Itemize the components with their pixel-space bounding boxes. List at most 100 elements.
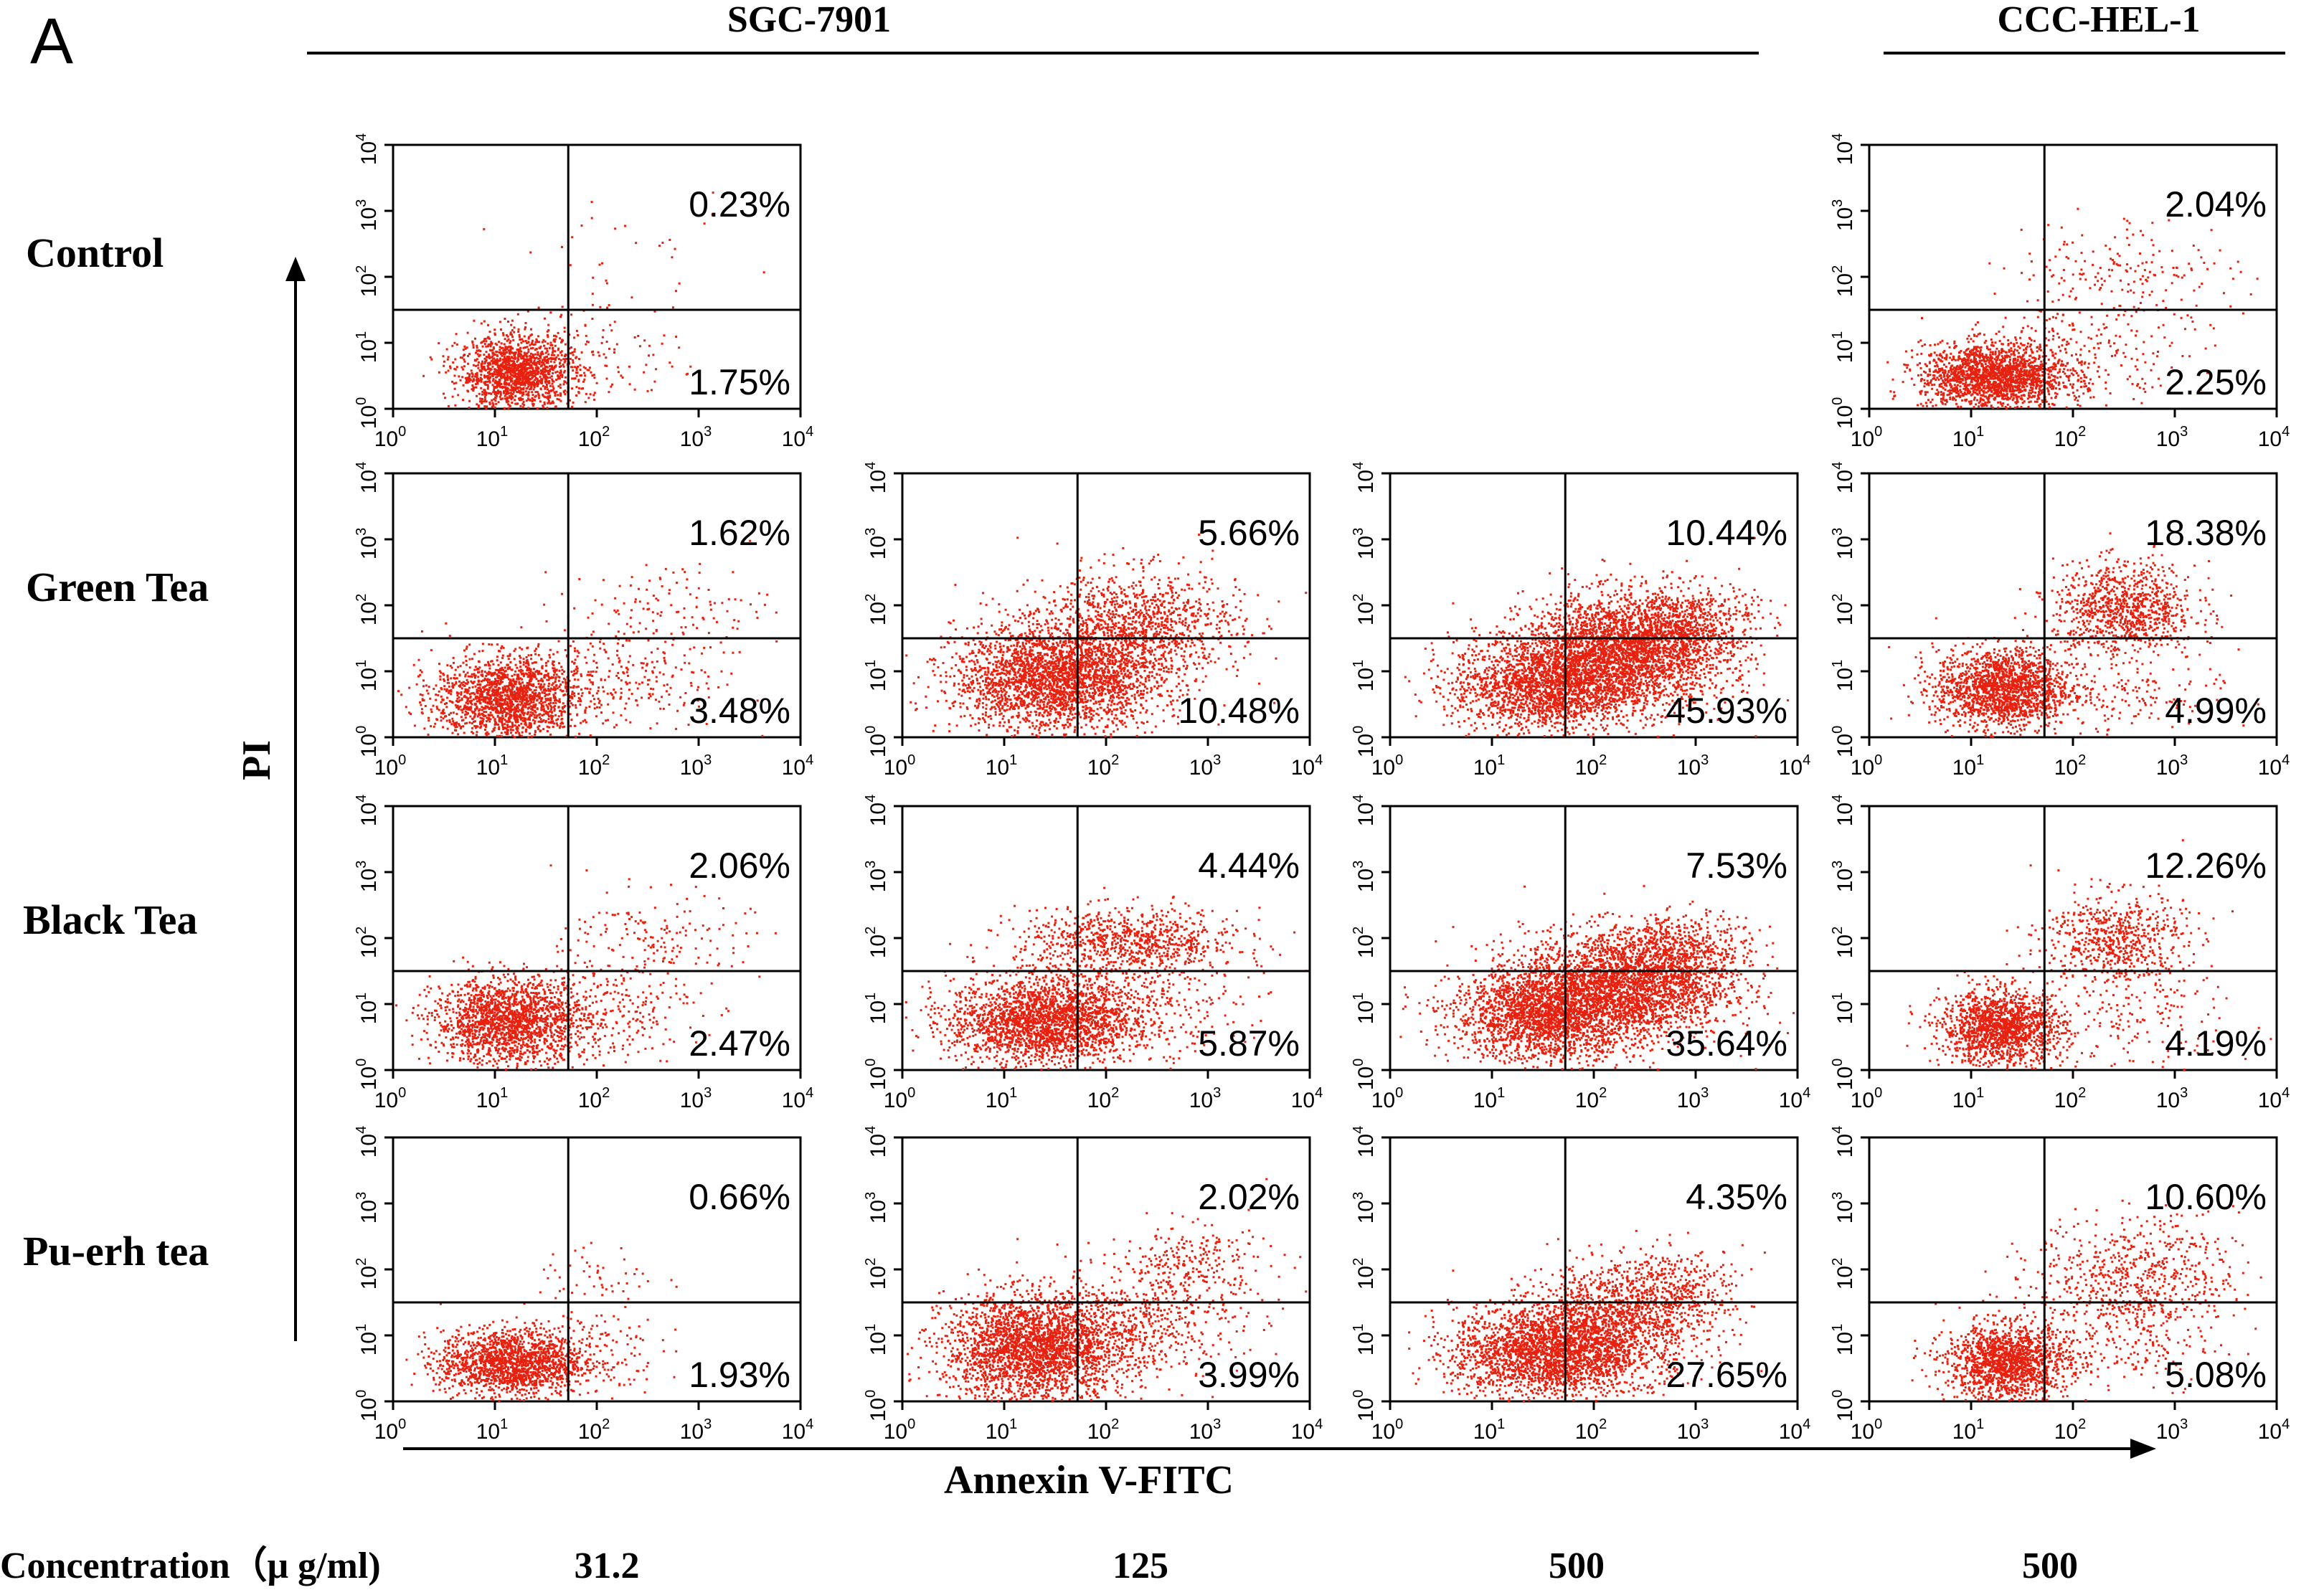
lower-right-percentage: 1.75% [689,362,790,402]
x-tick-label: 103 [1189,752,1222,780]
x-tick-label: 100 [374,1416,407,1444]
y-tick-label: 104 [354,133,381,166]
x-tick-label: 102 [578,752,610,780]
concentration-value-col1: 31.2 [575,1546,640,1586]
lower-right-percentage: 4.19% [2165,1023,2267,1064]
x-tick-label: 102 [1087,752,1120,780]
scatter-panel-pu-erh-tea-sgc-7901-500: 100 101 102 103 104 100 101 102 103 104 4.35% 27.65… [1351,1126,1810,1444]
x-tick-label: 102 [1575,1085,1607,1112]
upper-right-percentage: 2.06% [689,846,790,886]
y-tick-label: 101 [354,331,381,364]
x-tick-label: 100 [1371,752,1404,780]
upper-right-percentage: 10.44% [1666,513,1787,553]
x-tick-label: 103 [680,1416,712,1444]
scatter-dots [395,864,777,1071]
scatter-dots [904,886,1308,1071]
upper-right-percentage: 1.62% [689,513,790,553]
y-tick-label: 103 [354,199,381,232]
x-tick-label: 103 [680,1085,712,1112]
y-tick-label: 104 [863,462,890,494]
y-tick-label: 102 [354,594,381,626]
y-tick-label: 103 [863,861,890,893]
x-tick-label: 101 [1473,1416,1506,1444]
y-tick-label: 101 [863,660,890,692]
y-tick-label: 103 [354,861,381,893]
lower-right-percentage: 10.48% [1178,691,1300,731]
y-tick-label: 103 [1351,528,1378,560]
x-tick-label: 101 [1952,752,1985,780]
upper-right-percentage: 10.60% [2145,1177,2267,1217]
x-tick-label: 102 [1575,752,1607,780]
upper-right-percentage: 2.04% [2165,184,2267,224]
x-tick-label: 101 [476,1416,509,1444]
scatter-panel-green-tea-sgc-7901-500: 100 101 102 103 104 100 101 102 103 104 10.44% 45.9… [1351,462,1810,780]
y-tick-label: 104 [1830,795,1857,827]
y-tick-label: 104 [1351,795,1378,827]
y-tick-label: 101 [354,1324,381,1356]
scatter-points [907,1178,1308,1402]
y-tick-label: 100 [1351,1390,1378,1422]
lower-right-percentage: 35.64% [1666,1023,1787,1064]
y-tick-label: 102 [1830,594,1857,626]
y-tick-label: 102 [1351,927,1378,959]
x-tick-label: 104 [1291,1085,1323,1112]
scatter-dots [1408,1229,1766,1402]
y-tick-label: 101 [1351,1324,1378,1356]
x-tick-label: 100 [884,1416,916,1444]
y-tick-label: 103 [1351,861,1378,893]
y-tick-label: 101 [1351,993,1378,1025]
x-tick-label: 102 [2054,1416,2087,1444]
x-tick-label: 103 [1677,1085,1709,1112]
y-tick-label: 101 [1830,660,1857,692]
lower-right-percentage: 5.87% [1198,1023,1300,1064]
y-tick-label: 102 [863,927,890,959]
x-tick-label: 102 [1087,1416,1120,1444]
y-tick-label: 104 [1830,462,1857,494]
y-tick-label: 100 [863,1059,890,1091]
y-tick-label: 102 [863,594,890,626]
x-tick-label: 104 [782,752,814,780]
y-tick-label: 100 [1351,1059,1378,1091]
x-tick-label: 103 [1677,1416,1709,1444]
scatter-dots [1888,532,2259,738]
scatter-dots [405,1241,678,1402]
y-tick-label: 100 [1830,397,1857,430]
x-tick-label: 100 [1851,752,1883,780]
x-tick-label: 101 [986,1085,1018,1112]
upper-right-percentage: 5.66% [1198,513,1300,553]
y-tick-label: 102 [1830,927,1857,959]
y-tick-label: 104 [1351,1126,1378,1158]
y-tick-label: 100 [354,397,381,430]
x-tick-label: 104 [782,1085,814,1112]
y-tick-label: 102 [863,1258,890,1290]
x-tick-label: 103 [680,752,712,780]
y-tick-label: 104 [1830,133,1857,166]
x-tick-label: 104 [2258,1085,2290,1112]
y-axis-title: PI [235,740,279,780]
x-tick-label: 101 [476,424,509,451]
y-tick-label: 103 [1830,199,1857,232]
x-tick-label: 104 [1779,1085,1811,1112]
scatter-points [904,886,1308,1071]
x-tick-label: 101 [1952,424,1985,451]
y-tick-label: 103 [863,528,890,560]
x-tick-label: 103 [2156,1085,2188,1112]
scatter-panel-pu-erh-tea-ccc-hel-1-500: 100 101 102 103 104 100 101 102 103 104 10.60% 5.08… [1830,1126,2290,1444]
cell-line-title-sgc: SGC-7901 [727,0,891,40]
scatter-points [1886,207,2259,410]
y-tick-label: 103 [863,1192,890,1224]
lower-right-percentage: 1.93% [689,1355,790,1395]
panel-label: A [30,6,73,77]
scatter-points [1408,1229,1766,1402]
scatter-points [397,539,778,739]
concentration-value-col4: 500 [2022,1546,2078,1586]
x-tick-label: 102 [1087,1085,1120,1112]
x-tick-label: 100 [374,752,407,780]
x-tick-label: 104 [1291,1416,1323,1444]
x-tick-label: 104 [2258,424,2290,451]
x-tick-label: 104 [782,1416,814,1444]
row-label-green-tea: Green Tea [26,564,209,610]
x-tick-label: 101 [1473,1085,1506,1112]
concentration-label: Concentration（μ g/ml) [0,1545,381,1586]
plot-frame [392,1136,802,1403]
